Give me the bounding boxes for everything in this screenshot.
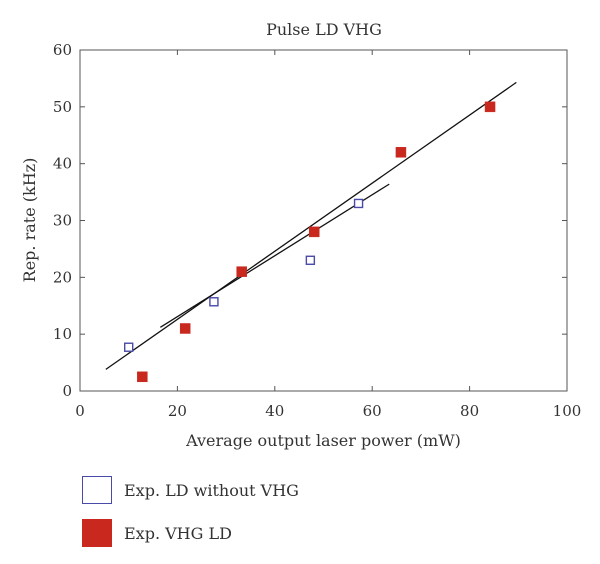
- legend-item-vhg-ld: Exp. VHG LD: [82, 517, 299, 549]
- y-tick-label: 30: [53, 212, 72, 230]
- y-tick-label: 40: [53, 155, 72, 173]
- x-tick-label: 60: [363, 402, 382, 420]
- fit-lines: [105, 81, 517, 370]
- y-tick-label: 20: [53, 268, 72, 286]
- legend: Exp. LD without VHG Exp. VHG LD: [82, 474, 299, 560]
- legend-item-without-vhg: Exp. LD without VHG: [82, 474, 299, 506]
- fit-line-vhg-ld: [105, 81, 517, 370]
- x-tick-label: 40: [265, 402, 284, 420]
- x-tick-label: 100: [553, 402, 582, 420]
- open-square-point: [123, 342, 134, 352]
- x-tick-label: 0: [75, 402, 85, 420]
- open-square-point: [305, 255, 316, 265]
- data-points: [123, 101, 496, 383]
- filled-square-point: [395, 147, 407, 158]
- filled-square-point: [137, 371, 148, 383]
- legend-label-without-vhg: Exp. LD without VHG: [124, 480, 299, 500]
- filled-square-point: [179, 323, 191, 334]
- filled-square-point: [484, 101, 496, 113]
- axis-ticks: 0 20 40 60 80 100 0 10 20 30 40 50 60: [53, 41, 581, 420]
- plot-area: [79, 49, 568, 392]
- y-axis-label: Rep. rate (kHz): [20, 158, 39, 283]
- fit-line-without-vhg: [160, 183, 390, 328]
- filled-square-point: [236, 266, 247, 277]
- x-tick-label: 80: [460, 402, 479, 420]
- chart-title: Pulse LD VHG: [266, 20, 382, 39]
- scatter-chart: Pulse LD VHG 0 20 40 60 80 100 0 10 20 30 40 50 60 A…: [20, 20, 581, 450]
- open-square-marker-icon: [82, 476, 112, 504]
- filled-square-point: [308, 226, 320, 238]
- filled-square-marker-icon: [82, 519, 112, 547]
- y-tick-label: 50: [53, 98, 72, 116]
- open-square-point: [209, 297, 219, 307]
- y-tick-label: 60: [53, 41, 72, 59]
- open-square-point: [353, 198, 364, 209]
- y-tick-label: 10: [53, 325, 72, 343]
- legend-label-vhg-ld: Exp. VHG LD: [124, 523, 232, 543]
- y-tick-label: 0: [62, 382, 72, 400]
- x-tick-label: 20: [168, 402, 187, 420]
- x-axis-label: Average output laser power (mW): [185, 431, 461, 450]
